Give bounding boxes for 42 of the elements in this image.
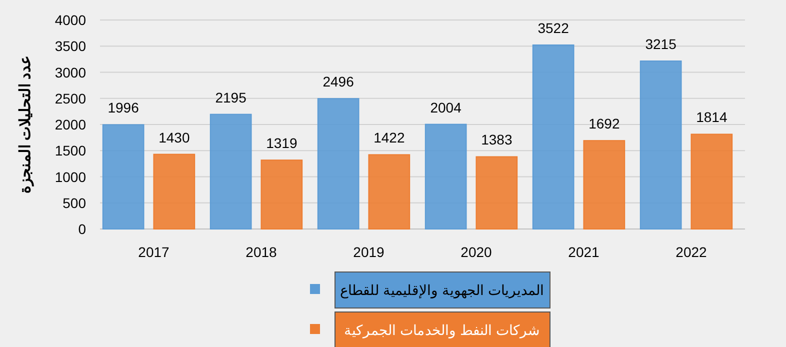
bar	[640, 60, 682, 230]
y-tick-label: 2000	[54, 116, 86, 132]
bar	[210, 114, 252, 230]
data-label: 3522	[538, 20, 570, 36]
bar	[532, 44, 574, 230]
bar	[153, 154, 196, 230]
data-label: 2496	[322, 74, 354, 90]
bar	[690, 134, 733, 230]
bar	[317, 98, 360, 230]
bar	[424, 124, 467, 230]
legend-label: شركات النفط والخدمات الجمركية	[344, 322, 540, 339]
y-tick-label: 4000	[54, 12, 86, 28]
x-tick-label: 2019	[353, 244, 385, 260]
y-axis-title: عدد التحليلات المنجزة	[17, 55, 34, 194]
data-label: 2004	[430, 99, 462, 116]
bar	[583, 140, 626, 230]
y-tick-label: 2500	[54, 90, 86, 106]
bar	[476, 156, 518, 230]
data-label: 1430	[158, 129, 190, 146]
x-tick-label: 2022	[676, 244, 708, 260]
data-label: 1996	[108, 100, 140, 116]
y-tick-label: 1000	[54, 168, 86, 185]
data-label: 1814	[696, 109, 728, 126]
data-label: 1319	[266, 135, 298, 152]
x-tick-label: 2018	[246, 244, 278, 260]
y-tick-label: 3500	[54, 38, 86, 54]
data-label: 1692	[588, 116, 620, 132]
bar	[368, 154, 410, 230]
x-tick-label: 2021	[568, 244, 600, 260]
bar	[102, 124, 144, 230]
x-tick-label: 2020	[460, 244, 492, 260]
y-tick-label: 1500	[54, 142, 86, 159]
data-label: 1422	[374, 130, 405, 146]
legend-label: المديريات الجهوية والإقليمية للقطاع	[340, 282, 544, 299]
y-tick-label: 3000	[54, 64, 86, 80]
y-tick-label: 0	[78, 221, 86, 237]
bar	[260, 160, 303, 230]
data-label: 3215	[645, 36, 677, 52]
data-label: 1383	[481, 132, 512, 148]
y-tick-label: 500	[62, 194, 86, 211]
data-label: 2195	[215, 89, 247, 106]
x-tick-label: 2017	[138, 244, 170, 260]
